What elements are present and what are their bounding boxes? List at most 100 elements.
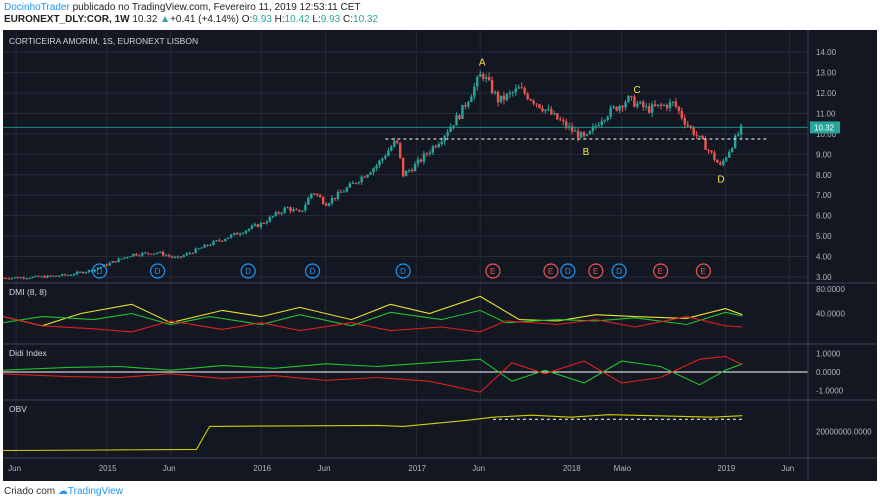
candle-body xyxy=(123,257,126,259)
time-axis-tick: 2016 xyxy=(253,464,271,473)
candle-body xyxy=(431,146,435,153)
indicator-series-line xyxy=(2,358,743,386)
candle-body xyxy=(147,252,150,254)
candle-body xyxy=(318,195,322,198)
candle-body xyxy=(532,100,535,104)
candle-body xyxy=(93,269,97,272)
candle-body xyxy=(310,193,313,198)
earnings-marker[interactable]: E xyxy=(695,263,712,279)
candle-body xyxy=(618,105,621,111)
candle-body xyxy=(78,271,82,273)
candle-body xyxy=(67,274,70,276)
earnings-circle xyxy=(653,263,669,279)
candle-body xyxy=(476,76,479,87)
earnings-marker[interactable]: E xyxy=(543,263,559,279)
created-with-text: Criado com xyxy=(4,486,56,497)
candlestick-series xyxy=(1,70,743,280)
earnings-marker[interactable]: E xyxy=(653,263,669,279)
indicator-series-line xyxy=(2,309,743,327)
candle-body xyxy=(470,96,473,102)
candle-body xyxy=(348,183,352,188)
event-letter: D xyxy=(616,267,622,276)
low-value: 9.93 xyxy=(320,14,341,25)
candle-body xyxy=(158,251,162,253)
candle-body xyxy=(677,106,681,111)
candle-body xyxy=(562,120,565,122)
candle-body xyxy=(280,212,283,214)
candle-body xyxy=(212,241,215,245)
time-axis-tick: 2015 xyxy=(99,464,117,473)
up-arrow-icon: ▲ xyxy=(160,14,171,25)
candle-body xyxy=(81,271,85,274)
time-axis-tick: Jun xyxy=(318,464,331,473)
dividend-circle xyxy=(149,263,166,279)
dividend-marker[interactable]: D xyxy=(395,263,411,279)
candle-body xyxy=(410,170,414,172)
dividend-marker[interactable]: D xyxy=(240,263,256,279)
candle-body xyxy=(479,74,482,77)
candle-body xyxy=(224,239,227,241)
candle-body xyxy=(170,256,174,258)
chart-canvas[interactable]: 14.00 13.00 12.00 11.00 10.00 9.00 8.00 7.00 6.0… xyxy=(1,30,877,481)
candle-body xyxy=(233,232,236,235)
candle-body xyxy=(336,191,340,199)
candle-body xyxy=(615,106,618,111)
candle-body xyxy=(84,272,88,274)
chart-frame[interactable]: 14.00 13.00 12.00 11.00 10.00 9.00 8.00 7.00 6.0… xyxy=(1,30,877,481)
candle-body xyxy=(262,222,266,224)
candle-body xyxy=(188,253,191,255)
candle-body xyxy=(695,134,698,136)
dividend-marker[interactable]: D xyxy=(304,263,321,279)
candle-body xyxy=(440,141,443,144)
dividend-marker[interactable]: D xyxy=(611,263,627,279)
candle-body xyxy=(384,156,387,159)
candle-body xyxy=(209,244,212,246)
dividend-marker[interactable]: D xyxy=(149,263,166,279)
candle-body xyxy=(250,225,254,229)
dividend-marker[interactable]: D xyxy=(91,263,108,279)
candle-body xyxy=(64,274,67,276)
candle-body xyxy=(493,91,497,94)
price-label: 10.32 xyxy=(814,123,835,132)
candle-body xyxy=(34,275,37,277)
candle-body xyxy=(176,256,180,258)
open-value: 9.93 xyxy=(252,14,272,25)
author-link[interactable]: DocinhoTrader xyxy=(4,2,70,13)
candle-body xyxy=(393,140,396,147)
candle-body xyxy=(550,109,553,115)
low-label: L: xyxy=(312,14,321,25)
candle-body xyxy=(597,125,601,127)
candle-body xyxy=(728,151,731,158)
candle-body xyxy=(227,237,230,240)
candle-body xyxy=(4,278,8,280)
candle-body xyxy=(603,119,606,121)
earnings-marker[interactable]: E xyxy=(588,263,604,279)
indicator-axis-tick: 1.0000 xyxy=(816,350,841,359)
candle-body xyxy=(553,113,556,115)
earnings-marker[interactable]: E xyxy=(485,263,501,279)
candle-body xyxy=(585,133,589,136)
annotation-label: C xyxy=(633,85,640,96)
candle-body xyxy=(173,257,177,259)
candle-body xyxy=(523,88,526,94)
candle-body xyxy=(707,149,710,151)
price-change: +0.41 (+4.14%) xyxy=(170,14,240,25)
price-axis-tick: 4.00 xyxy=(816,253,832,262)
candle-body xyxy=(544,109,547,112)
candle-body xyxy=(182,255,186,257)
candle-body xyxy=(191,253,194,255)
candle-body xyxy=(731,148,734,152)
candle-body xyxy=(627,96,630,103)
tradingview-brand-link[interactable]: TradingView xyxy=(67,486,123,497)
candle-body xyxy=(96,268,100,270)
footer: Criado com ☁TradingView xyxy=(4,486,123,497)
candle-body xyxy=(161,251,165,256)
candle-body xyxy=(135,253,138,256)
candle-body xyxy=(354,182,357,184)
candle-body xyxy=(129,256,132,258)
dividend-marker[interactable]: D xyxy=(560,263,576,279)
candle-body xyxy=(659,104,663,106)
dividend-circle xyxy=(240,263,256,279)
indicator-axis-tick: 80.0000 xyxy=(816,285,845,294)
candle-body xyxy=(333,197,337,199)
